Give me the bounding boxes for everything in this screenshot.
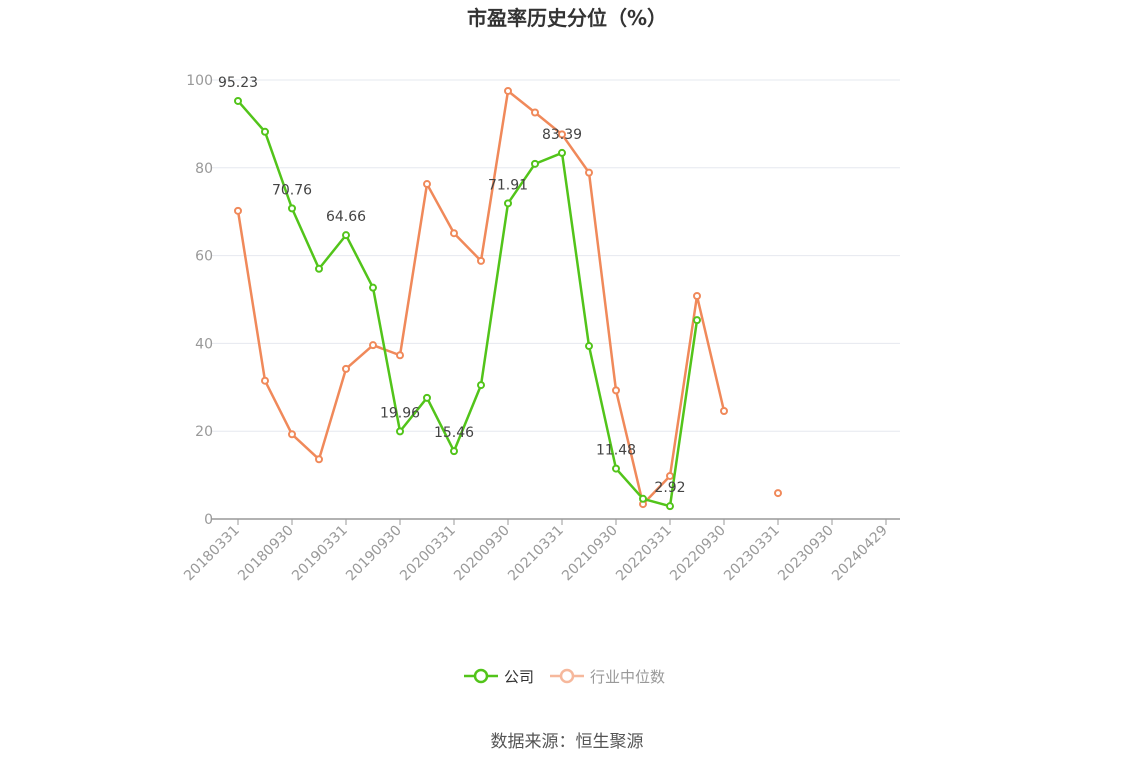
data-point <box>504 199 512 208</box>
x-tick-label: 20210930 <box>559 523 621 585</box>
data-point <box>585 168 593 177</box>
data-point <box>720 407 728 416</box>
data-point <box>369 341 377 350</box>
data-point <box>612 464 620 473</box>
data-label: 71.91 <box>488 177 528 193</box>
data-label: 70.76 <box>272 182 312 198</box>
data-point <box>666 502 674 511</box>
data-point <box>288 204 296 213</box>
x-tick-label: 20230930 <box>775 523 837 585</box>
data-point <box>423 180 431 189</box>
data-label: 15.46 <box>434 425 474 441</box>
y-tick-label: 80 <box>195 161 213 177</box>
data-point <box>585 342 593 351</box>
y-tick-label: 0 <box>204 512 213 528</box>
data-point <box>261 127 269 136</box>
x-tick-label: 20220331 <box>613 523 675 585</box>
data-point <box>639 494 647 503</box>
data-point <box>261 376 269 385</box>
data-point <box>396 427 404 436</box>
series-group <box>234 86 782 511</box>
y-axis-ticks: 0 20 40 60 80 100 <box>186 73 213 528</box>
data-point <box>666 471 674 480</box>
data-label: 83.39 <box>542 127 582 143</box>
data-point <box>315 264 323 273</box>
y-tick-label: 20 <box>195 424 213 440</box>
legend-item-label: 行业中位数 <box>590 668 665 686</box>
data-point <box>693 316 701 325</box>
y-tick-label: 40 <box>195 336 213 352</box>
data-labels: 95.23 70.76 64.66 19.96 15.46 71.91 83.39 11.48… <box>218 75 686 496</box>
x-tick-label: 20240429 <box>829 523 891 585</box>
x-tick-label: 20200930 <box>451 523 513 585</box>
data-label: 11.48 <box>596 443 636 459</box>
data-label: 95.23 <box>218 75 258 91</box>
legend-swatch-marker <box>473 668 489 684</box>
data-point <box>342 364 350 373</box>
x-tick-label: 20220930 <box>667 523 729 585</box>
x-tick-label: 20190930 <box>343 523 405 585</box>
legend-swatch-marker <box>559 668 575 684</box>
x-tick-label: 20200331 <box>397 523 459 585</box>
data-point <box>423 393 431 402</box>
data-point <box>612 386 620 395</box>
x-tick-label: 20210331 <box>505 523 567 585</box>
y-tick-label: 60 <box>195 249 213 265</box>
data-label: 2.92 <box>654 480 685 496</box>
data-point <box>558 130 566 139</box>
data-point <box>342 231 350 240</box>
data-point <box>234 96 242 105</box>
data-point <box>477 381 485 390</box>
data-point <box>558 148 566 157</box>
data-point <box>288 430 296 439</box>
data-point <box>234 206 242 215</box>
data-point <box>477 256 485 265</box>
grid <box>212 79 900 432</box>
data-point <box>450 229 458 238</box>
data-point <box>369 283 377 292</box>
data-point <box>531 108 539 117</box>
x-tick-label: 20180930 <box>235 523 297 585</box>
y-tick-label: 100 <box>186 73 213 89</box>
x-tick-label: 20230331 <box>721 523 783 585</box>
data-point <box>531 159 539 168</box>
x-tick-label: 20190331 <box>289 523 351 585</box>
legend-item-label: 公司 <box>504 668 534 686</box>
source-note: 数据来源：恒生聚源 <box>491 732 644 752</box>
series-line <box>237 100 699 508</box>
data-point <box>315 455 323 464</box>
data-label: 64.66 <box>326 209 366 225</box>
x-axis: 2018033120180930201903312019093020200331… <box>181 518 900 585</box>
data-point <box>450 447 458 456</box>
chart-title: 市盈率历史分位（%） <box>467 6 667 30</box>
legend[interactable]: 公司 行业中位数 <box>464 668 665 686</box>
data-point <box>693 291 701 300</box>
data-point <box>396 351 404 360</box>
x-tick-label: 20180331 <box>181 523 243 585</box>
data-point <box>504 86 512 95</box>
data-label: 19.96 <box>380 405 420 421</box>
data-point <box>774 489 782 498</box>
